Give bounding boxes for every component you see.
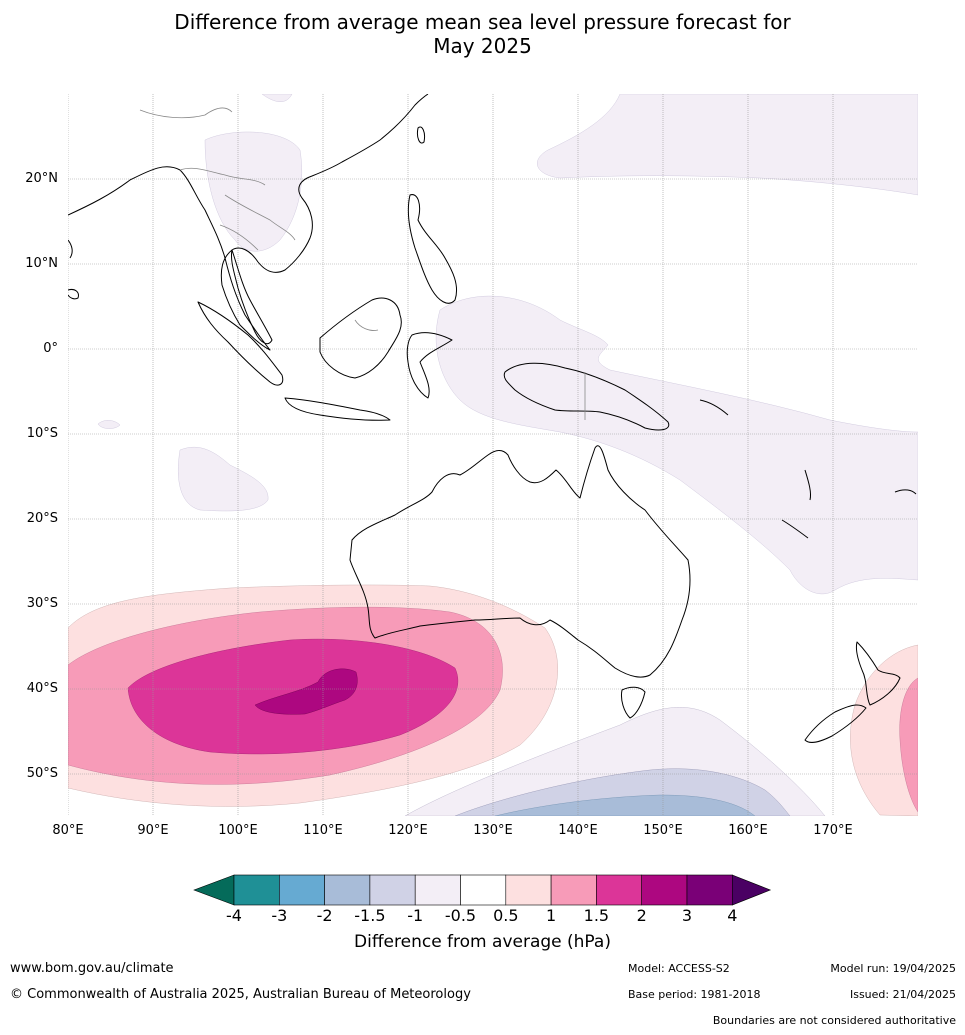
- colorbar-bin: [324, 874, 371, 906]
- footer-base-period: Base period: 1981-2018: [628, 988, 761, 1001]
- map-title: Difference from average mean sea level p…: [0, 10, 965, 58]
- australia-coast: [349, 445, 691, 678]
- lon-label-140e: 140°E: [558, 823, 598, 838]
- lon-label-120e: 120°E: [388, 823, 428, 838]
- lon-label-150e: 150°E: [643, 823, 683, 838]
- colorbar-tick-label: 2: [636, 906, 647, 925]
- colorbar-tick-label: -1: [407, 906, 424, 925]
- java-coast: [284, 397, 391, 421]
- colorbar-label: Difference from average (hPa): [354, 932, 611, 952]
- sulawesi-coast: [406, 332, 453, 399]
- lon-label-110e: 110°E: [303, 823, 343, 838]
- malay-peninsula-coast: [231, 249, 273, 345]
- vanuatu-coast: [804, 469, 811, 501]
- colorbar-extend-high: [731, 874, 772, 906]
- philippines-coast: [407, 194, 458, 304]
- colorbar-tick-label: -1.5: [354, 906, 386, 925]
- lat-label-40s: 40°S: [26, 681, 58, 696]
- footer-copyright: © Commonwealth of Australia 2025, Austra…: [10, 987, 471, 1002]
- lon-label-90e: 90°E: [137, 823, 169, 838]
- contour-neg-wpac: [435, 295, 918, 595]
- colorbar-tick-label: 1.5: [583, 906, 610, 925]
- lat-label-20n: 20°N: [25, 171, 58, 186]
- colorbar-bin: [641, 874, 688, 906]
- fiji-coast: [894, 489, 917, 495]
- colorbar-bin: [505, 874, 552, 906]
- lat-label-20s: 20°S: [26, 511, 58, 526]
- nz-north-island-coast: [855, 641, 901, 706]
- contour-pos-2-3: [254, 668, 358, 715]
- colorbar: [193, 874, 772, 906]
- contour-pos-nz: [850, 644, 918, 816]
- colorbar-bin: [596, 874, 643, 906]
- title-line-1: Difference from average mean sea level p…: [174, 10, 791, 34]
- sumatra-coast: [197, 301, 284, 386]
- footer-model-run: Model run: 19/04/2025: [830, 962, 956, 975]
- lon-label-160e: 160°E: [728, 823, 768, 838]
- title-line-2: May 2025: [433, 34, 532, 58]
- sri-lanka-coast: [68, 289, 79, 300]
- lat-label-10n: 10°N: [25, 256, 58, 271]
- colorbar-tick-label: -3: [271, 906, 288, 925]
- lat-label-50s: 50°S: [26, 766, 58, 781]
- lat-label-30s: 30°S: [26, 596, 58, 611]
- colorbar-bin: [414, 874, 461, 906]
- colorbar-tick-label: 0.5: [493, 906, 519, 925]
- colorbar-bin: [369, 874, 416, 906]
- footer-website: www.bom.gov.au/climate: [10, 961, 174, 976]
- colorbar-bin: [278, 874, 325, 906]
- map-area: [68, 94, 918, 816]
- colorbar-tick-label: -4: [226, 906, 242, 925]
- gridlines: [68, 94, 918, 816]
- lat-label-10s: 10°S: [26, 426, 58, 441]
- footer-model: Model: ACCESS-S2: [628, 962, 730, 975]
- lon-label-130e: 130°E: [473, 823, 513, 838]
- solomon-islands-coast: [699, 399, 729, 416]
- colorbar-bin: [686, 874, 733, 906]
- lon-label-170e: 170°E: [813, 823, 853, 838]
- contour-neg-southern-3: [494, 794, 756, 816]
- footer-disclaimer: Boundaries are not considered authoritat…: [712, 1014, 956, 1027]
- borders: [139, 107, 586, 420]
- india-coast: [68, 239, 73, 259]
- contour-neg-pacific: [537, 94, 918, 196]
- coastlines: [68, 94, 917, 744]
- new-caledonia-coast: [781, 519, 809, 539]
- footer-issued: Issued: 21/04/2025: [849, 988, 956, 1001]
- borneo-coast: [319, 297, 402, 379]
- lon-label-80e: 80°E: [52, 823, 84, 838]
- colorbar-tick-label: -2: [316, 906, 333, 925]
- contour-pos-nz-inner: [899, 677, 918, 813]
- colorbar-tick-label: -0.5: [444, 906, 477, 925]
- colorbar-tick-label: 3: [681, 906, 693, 925]
- colorbar-tick-label: 1: [546, 906, 557, 925]
- contour-neg-tropics: [204, 131, 302, 252]
- new-guinea-coast: [503, 362, 670, 431]
- contour-neg-small: [97, 420, 121, 429]
- colorbar-bin: [233, 874, 280, 906]
- lat-label-0: 0°: [43, 341, 58, 356]
- colorbar-bin: [550, 874, 597, 906]
- tasmania-coast: [621, 686, 646, 719]
- colorbar-bin: [460, 874, 507, 906]
- taiwan-coast: [417, 126, 425, 144]
- contour-neg-top: [261, 94, 293, 102]
- colorbar-extend-low: [193, 874, 235, 906]
- colorbar-tick-label: 4: [727, 906, 738, 925]
- nz-south-island-coast: [804, 704, 867, 744]
- lon-label-100e: 100°E: [218, 823, 258, 838]
- contour-neg-io: [178, 446, 269, 512]
